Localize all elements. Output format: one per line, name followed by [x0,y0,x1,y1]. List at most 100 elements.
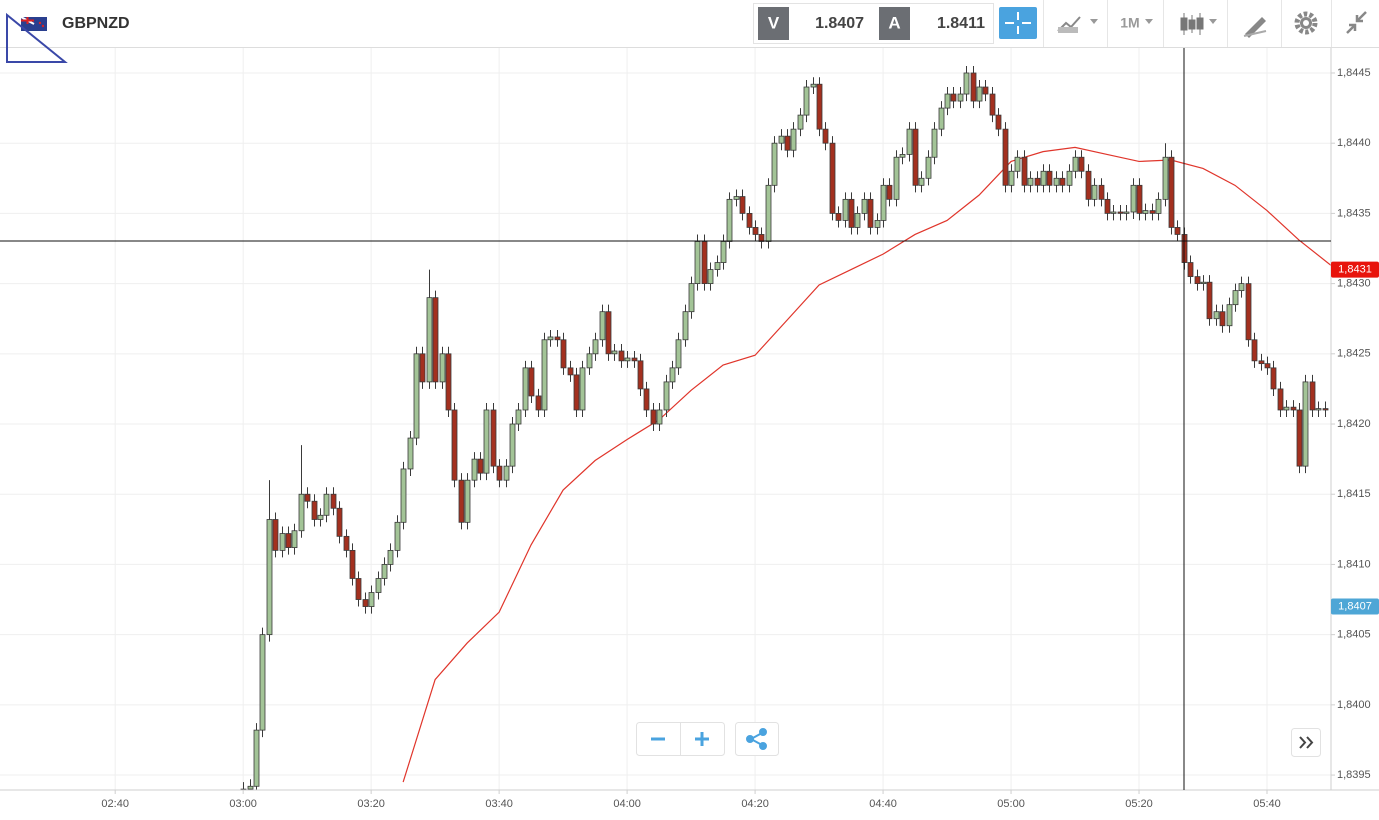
candle-body [1270,367,1277,390]
zoom-controls [636,722,1321,757]
y-tick-label: 1,8415 [1337,488,1371,500]
candle-body [1149,210,1156,214]
candle-body [1290,406,1297,411]
candle-body [618,350,625,362]
candle-body [624,357,631,362]
candle-body [1232,290,1239,306]
share-button[interactable] [735,722,779,756]
x-tick-label: 04:20 [741,798,769,810]
candle-body [1155,198,1162,214]
candle-body [867,198,874,228]
candle-body [445,353,452,411]
candle-body [471,458,478,481]
candle-body [451,409,458,481]
crosshair-button[interactable] [999,7,1037,39]
x-tick-label: 03:00 [229,798,257,810]
candle-body [899,154,906,158]
collapse-button[interactable] [1346,11,1367,34]
candle-body [797,114,804,130]
candle-body [483,409,490,474]
y-tick-label: 1,8400 [1337,699,1371,711]
drawing-triangle[interactable] [6,12,68,63]
candle-body [1136,184,1143,214]
price-tag [1331,598,1379,615]
candle-body [714,262,721,270]
candle-body [1091,184,1098,200]
candle-body [1200,281,1207,285]
candle-body [663,381,670,411]
candle-body [573,374,580,411]
quote-box [753,3,994,44]
ask-label: A [888,13,900,32]
price-tag [1331,261,1379,278]
candle-body [1283,406,1290,411]
grid [0,48,1331,790]
candle-body [1066,170,1073,186]
draw-tool-button[interactable] [1243,17,1267,38]
candle-body [592,339,599,355]
candle-body [458,479,465,523]
candle-body [496,465,503,481]
candle-body [893,156,900,200]
candle-body [375,578,382,593]
candle-body [247,785,254,790]
zoom-in-button[interactable] [695,732,709,746]
candle-body [1104,198,1111,214]
candle-body [1245,283,1252,341]
x-tick-label: 03:20 [357,798,385,810]
x-tick-label: 05:20 [1125,798,1153,810]
candle-body [784,135,791,151]
price-tag-label: 1,8431 [1338,263,1372,275]
candle-body [1309,381,1316,411]
candle-body [407,437,414,470]
candle-body [637,360,644,390]
y-tick-label: 1,8425 [1337,348,1371,360]
candle-body [656,409,663,425]
candle-body [752,227,759,235]
share-icon [746,728,767,750]
candle-body [432,297,439,383]
flag-icon [20,16,47,31]
candle-body [810,83,817,88]
candle-body [400,468,407,523]
candle-body [918,177,925,186]
candle-body [266,519,273,636]
candle-body [1117,211,1124,214]
candle-body [1123,211,1130,214]
candle-body [1194,276,1201,285]
candle-body [1002,128,1009,186]
candle-body [694,241,701,285]
candle-body [1213,311,1220,320]
chart-type-button[interactable] [1057,16,1098,33]
candle-body [362,599,369,607]
x-tick-label: 04:00 [613,798,641,810]
candle-body [874,220,881,228]
candle-body [605,311,612,355]
candle-body [515,409,522,425]
candle-body [835,212,842,221]
candle-body [726,198,733,242]
candle-body [579,367,586,411]
candle-body [1315,408,1322,411]
candle-body [317,514,324,520]
candle-body [477,458,484,474]
y-tick-label: 1,8395 [1337,769,1371,781]
candle-style-button[interactable] [1180,13,1217,35]
y-tick-label: 1,8405 [1337,629,1371,641]
candle-body [963,72,970,95]
candle-body [1238,283,1245,292]
candle-body [253,729,260,787]
candle-body [669,367,676,383]
candle-body [259,634,266,731]
candle-body [1085,170,1092,200]
price-tag-label: 1,8407 [1338,600,1372,612]
settings-button[interactable] [1294,11,1318,35]
timeframe-button[interactable]: 1M [1120,15,1139,31]
candle-body [906,128,913,155]
header: GBPNZD V 1.8407 A 1.8411 1M [0,0,1379,63]
candle-body [976,86,983,102]
candle-body [426,297,433,383]
candle-body [387,549,394,565]
axes: 1,83951,84001,84051,84101,84151,84201,84… [0,48,1379,810]
